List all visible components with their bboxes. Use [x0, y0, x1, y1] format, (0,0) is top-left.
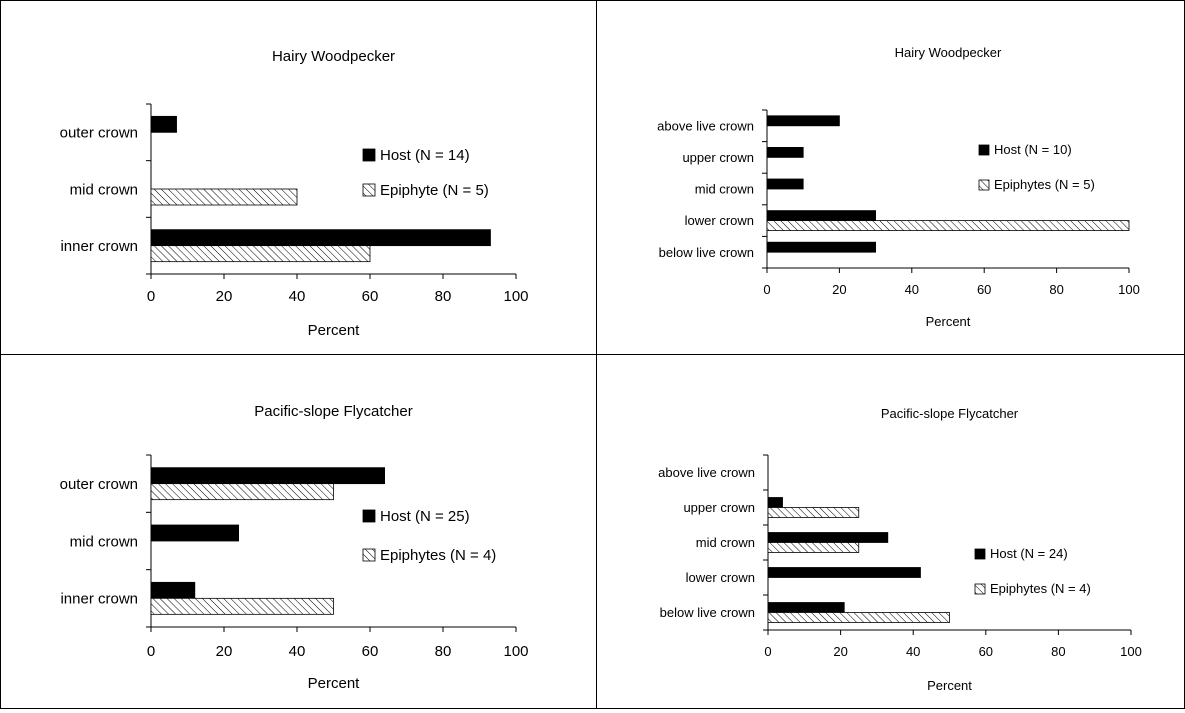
chart-title: Pacific-slope Flycatcher — [254, 403, 412, 420]
chart-title: Hairy Woodpecker — [895, 45, 1002, 60]
x-tick-label: 60 — [977, 282, 991, 297]
x-tick-label: 80 — [435, 643, 452, 660]
legend-swatch — [978, 144, 990, 156]
x-tick-label: 20 — [832, 282, 846, 297]
legend-entry: Host (N = 25) — [380, 508, 470, 525]
legend-swatch — [974, 548, 986, 560]
category-label: above live crown — [657, 118, 754, 133]
x-tick-label: 60 — [362, 643, 379, 660]
bar-host — [767, 567, 921, 578]
bar-host — [150, 115, 177, 133]
x-tick-label: 60 — [979, 644, 993, 659]
bar-host — [766, 146, 804, 158]
chart-panel-pacific-slope-flycatcher-3-zone: Pacific-slope Flycatcher 0 20 40 60 80 100 Perc… — [0, 354, 597, 709]
legend-swatch — [974, 583, 986, 595]
bar-chart-svg: Pacific-slope Flycatcher 0 20 40 60 80 100 Perc… — [658, 406, 1142, 693]
x-tick-label: 40 — [905, 282, 919, 297]
legend-entry: Epiphytes (N = 5) — [994, 177, 1095, 192]
bar-epiphyte — [150, 597, 334, 615]
x-tick-label: 20 — [833, 644, 847, 659]
category-label: upper crown — [682, 150, 754, 165]
bar-host — [766, 178, 804, 190]
legend-swatch — [362, 183, 376, 197]
bar-host — [767, 532, 889, 543]
category-label: lower crown — [685, 213, 754, 228]
chart-panel-hairy-woodpecker-3-zone: Hairy Woodpecker 0 20 40 60 80 100 Percent outer… — [0, 0, 597, 355]
x-axis-label: Percent — [308, 322, 361, 339]
x-tick-label: 60 — [362, 288, 379, 305]
bar-epiphyte — [766, 220, 1130, 232]
x-tick-label: 40 — [289, 643, 306, 660]
category-label: mid crown — [70, 181, 138, 198]
category-label: mid crown — [695, 182, 754, 197]
x-tick-label: 0 — [147, 288, 155, 305]
bar-chart-svg: Hairy Woodpecker 0 20 40 60 80 100 Percent outer… — [60, 48, 529, 339]
x-tick-label: 40 — [906, 644, 920, 659]
category-label: inner crown — [60, 591, 138, 608]
bar-epiphyte — [767, 542, 860, 553]
bar-epiphyte — [767, 612, 950, 623]
bar-host — [150, 524, 239, 542]
bar-chart-svg: Pacific-slope Flycatcher 0 20 40 60 80 100 Perc… — [60, 403, 529, 692]
legend-entry: Host (N = 10) — [994, 142, 1072, 157]
x-tick-label: 0 — [764, 644, 771, 659]
legend: Host (N = 24) Epiphytes (N = 4) — [974, 546, 1091, 596]
legend: Host (N = 10) Epiphytes (N = 5) — [978, 142, 1095, 192]
legend: Host (N = 14) Epiphyte (N = 5) — [362, 147, 489, 199]
legend-entry: Epiphytes (N = 4) — [990, 581, 1091, 596]
x-axis-label: Percent — [927, 678, 972, 693]
bar-epiphyte — [150, 245, 371, 263]
bar-host — [150, 229, 491, 247]
x-tick-label: 20 — [216, 643, 233, 660]
category-label: lower crown — [686, 570, 755, 585]
x-tick-label: 0 — [147, 643, 155, 660]
bar-epiphyte — [767, 507, 860, 518]
legend-entry: Epiphytes (N = 4) — [380, 547, 496, 564]
category-label: outer crown — [60, 476, 138, 493]
x-tick-label: 0 — [763, 282, 770, 297]
chart-panel-pacific-slope-flycatcher-5-zone: Pacific-slope Flycatcher 0 20 40 60 80 100 Perc… — [596, 354, 1185, 709]
x-tick-label: 100 — [1120, 644, 1142, 659]
bar-host — [150, 467, 386, 485]
x-tick-label: 80 — [435, 288, 452, 305]
chart-title: Hairy Woodpecker — [272, 48, 395, 65]
x-tick-label: 100 — [503, 288, 528, 305]
x-tick-label: 80 — [1051, 644, 1065, 659]
category-label: inner crown — [60, 238, 138, 255]
category-label: outer crown — [60, 125, 138, 142]
category-label: mid crown — [696, 535, 755, 550]
x-axis-label: Percent — [308, 675, 361, 692]
x-tick-label: 40 — [289, 288, 306, 305]
legend-swatch — [362, 509, 376, 523]
x-tick-label: 80 — [1049, 282, 1063, 297]
category-label: upper crown — [683, 500, 755, 515]
legend: Host (N = 25) Epiphytes (N = 4) — [362, 508, 496, 564]
bar-host — [767, 602, 845, 613]
x-tick-label: 100 — [1118, 282, 1140, 297]
bar-host — [767, 497, 783, 508]
category-label: below live crown — [659, 245, 754, 260]
bar-epiphyte — [150, 188, 298, 206]
legend-entry: Host (N = 14) — [380, 147, 470, 164]
x-tick-label: 100 — [503, 643, 528, 660]
legend-swatch — [362, 148, 376, 162]
legend-swatch — [978, 179, 990, 191]
bar-epiphyte — [150, 483, 334, 501]
category-label: below live crown — [660, 605, 755, 620]
bar-host — [766, 241, 876, 253]
x-axis-label: Percent — [926, 314, 971, 329]
category-label: above live crown — [658, 465, 755, 480]
bar-host — [766, 115, 840, 127]
chart-panel-hairy-woodpecker-5-zone: Hairy Woodpecker 0 20 40 60 80 100 Percent above… — [596, 0, 1185, 355]
legend-entry: Host (N = 24) — [990, 546, 1068, 561]
chart-title: Pacific-slope Flycatcher — [881, 406, 1019, 421]
legend-entry: Epiphyte (N = 5) — [380, 182, 489, 199]
bar-chart-svg: Hairy Woodpecker 0 20 40 60 80 100 Percent above… — [657, 45, 1140, 329]
x-tick-label: 20 — [216, 288, 233, 305]
category-label: mid crown — [70, 533, 138, 550]
bar-host — [766, 210, 876, 222]
bar-host — [150, 581, 196, 599]
legend-swatch — [362, 548, 376, 562]
